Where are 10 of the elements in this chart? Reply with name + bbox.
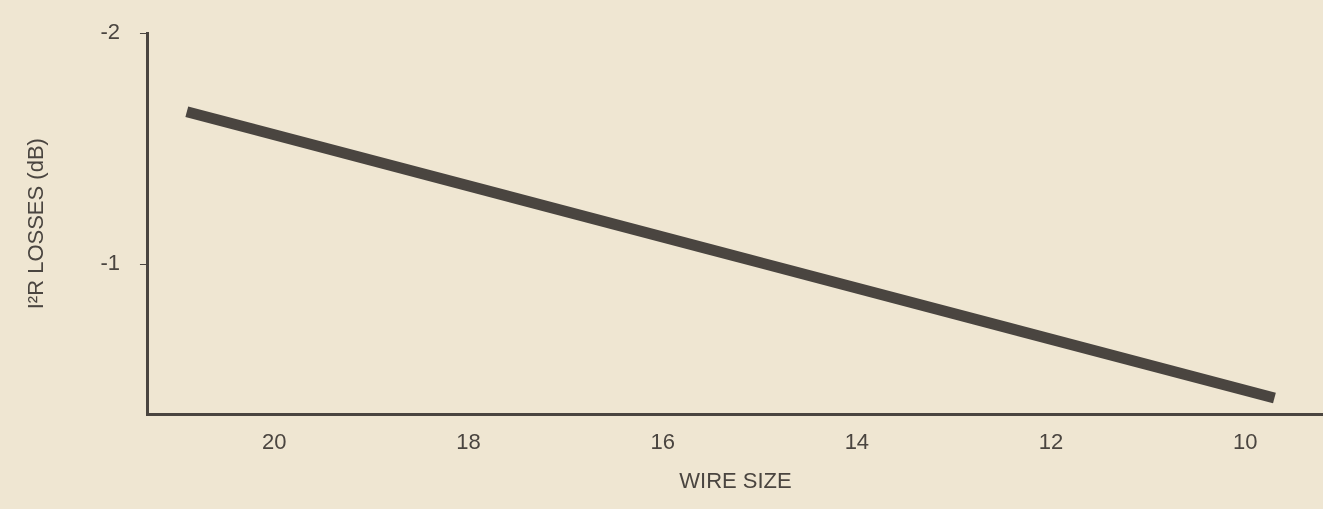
y-tick-label: -2 <box>100 19 120 45</box>
x-tick-label: 16 <box>650 429 675 455</box>
x-tick-label: 14 <box>844 429 870 455</box>
x-tick-label: 12 <box>1038 429 1064 455</box>
x-tick-label: 18 <box>456 429 481 455</box>
x-tick-label: 10 <box>1233 429 1258 455</box>
y-tick-label: -1 <box>100 250 120 276</box>
x-tick-label: 20 <box>261 429 287 455</box>
x-axis-title: WIRE SIZE <box>679 467 792 493</box>
y-axis-title: I²R LOSSES (dB) <box>23 138 49 310</box>
